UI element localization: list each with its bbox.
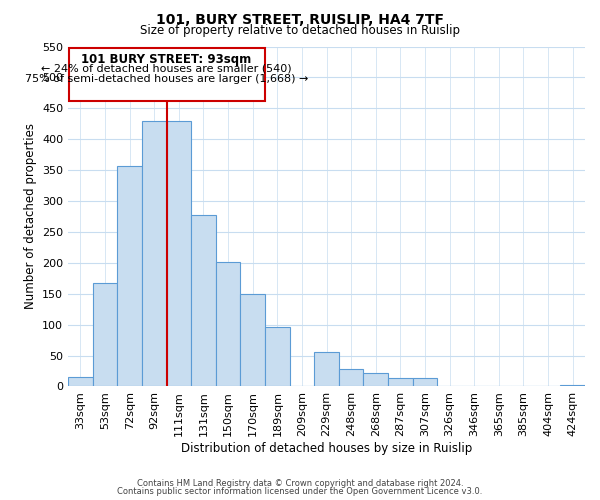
Bar bbox=[118, 166, 142, 386]
Bar bbox=[241, 294, 265, 386]
Bar bbox=[142, 120, 167, 386]
Bar bbox=[560, 384, 585, 386]
X-axis label: Distribution of detached houses by size in Ruislip: Distribution of detached houses by size … bbox=[181, 442, 472, 455]
Bar bbox=[167, 120, 191, 386]
Bar bbox=[413, 378, 437, 386]
Bar bbox=[388, 378, 413, 386]
FancyBboxPatch shape bbox=[68, 48, 265, 101]
Bar bbox=[216, 262, 241, 386]
Bar bbox=[93, 282, 118, 387]
Bar bbox=[339, 369, 364, 386]
Text: Size of property relative to detached houses in Ruislip: Size of property relative to detached ho… bbox=[140, 24, 460, 37]
Y-axis label: Number of detached properties: Number of detached properties bbox=[23, 124, 37, 310]
Bar bbox=[191, 214, 216, 386]
Text: Contains public sector information licensed under the Open Government Licence v3: Contains public sector information licen… bbox=[118, 487, 482, 496]
Text: 101, BURY STREET, RUISLIP, HA4 7TF: 101, BURY STREET, RUISLIP, HA4 7TF bbox=[156, 12, 444, 26]
Bar bbox=[314, 352, 339, 386]
Bar bbox=[265, 326, 290, 386]
Bar bbox=[68, 377, 93, 386]
Text: 101 BURY STREET: 93sqm: 101 BURY STREET: 93sqm bbox=[82, 52, 251, 66]
Text: Contains HM Land Registry data © Crown copyright and database right 2024.: Contains HM Land Registry data © Crown c… bbox=[137, 478, 463, 488]
Bar bbox=[364, 373, 388, 386]
Text: 75% of semi-detached houses are larger (1,668) →: 75% of semi-detached houses are larger (… bbox=[25, 74, 308, 84]
Text: ← 24% of detached houses are smaller (540): ← 24% of detached houses are smaller (54… bbox=[41, 64, 292, 74]
